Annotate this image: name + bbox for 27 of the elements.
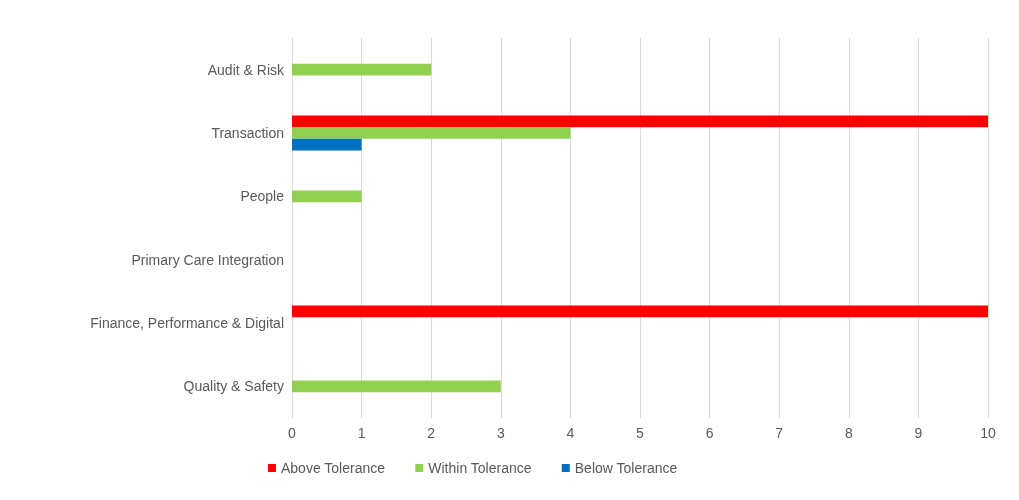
x-tick-label: 9 xyxy=(914,425,923,441)
x-tick-label: 5 xyxy=(636,425,645,441)
x-tick-label: 0 xyxy=(288,425,297,441)
legend-label: Within Tolerance xyxy=(428,460,532,476)
legend-label: Above Tolerance xyxy=(281,460,386,476)
bar xyxy=(292,127,571,139)
x-tick-label: 2 xyxy=(427,425,436,441)
y-tick-label: Transaction xyxy=(211,125,284,141)
x-tick-label: 4 xyxy=(566,425,575,441)
x-tick-label: 10 xyxy=(980,425,996,441)
bar xyxy=(292,305,988,318)
bar xyxy=(292,63,432,76)
y-tick-label: Finance, Performance & Digital xyxy=(90,315,284,331)
y-tick-label: People xyxy=(240,188,285,205)
y-tick-label: Primary Care Integration xyxy=(131,251,284,268)
x-tick-label: 1 xyxy=(357,425,366,441)
bar xyxy=(292,190,362,203)
y-tick-label: Audit & Risk xyxy=(207,61,285,78)
x-tick-label: 8 xyxy=(844,425,853,441)
legend-label: Below Tolerance xyxy=(574,460,678,476)
bar xyxy=(292,115,988,128)
y-tick-label: Quality & Safety xyxy=(183,378,284,395)
x-tick-label: 6 xyxy=(705,425,714,441)
bar xyxy=(292,138,362,151)
x-tick-label: 3 xyxy=(496,425,505,441)
x-tick-label: 7 xyxy=(775,425,784,441)
bar xyxy=(292,380,501,393)
